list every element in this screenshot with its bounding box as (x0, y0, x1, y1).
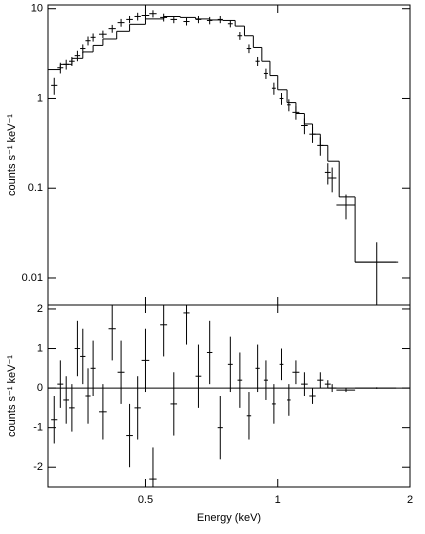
y-tick-label: 0.1 (28, 182, 43, 194)
y-axis-label: counts s⁻¹ keV⁻¹ (6, 114, 18, 196)
plot-frame (47, 4, 411, 306)
x-axis-label: Energy (keV) (197, 512, 261, 524)
x-tick-label: 0.5 (138, 494, 153, 506)
y-tick-label: 0.01 (22, 272, 43, 284)
y-axis-label: counts s⁻¹ keV⁻¹ (6, 355, 18, 437)
y-tick-label: 10 (31, 3, 43, 15)
y-tick-label: 1 (37, 342, 43, 354)
y-tick-label: 0 (37, 382, 43, 394)
x-tick-label: 2 (407, 494, 413, 506)
x-tick-label: 1 (275, 494, 281, 506)
plot-frame (47, 304, 411, 488)
y-tick-label: 1 (37, 92, 43, 104)
y-tick-label: 2 (37, 303, 43, 315)
y-tick-label: -2 (33, 461, 43, 473)
y-tick-label: -1 (33, 422, 43, 434)
